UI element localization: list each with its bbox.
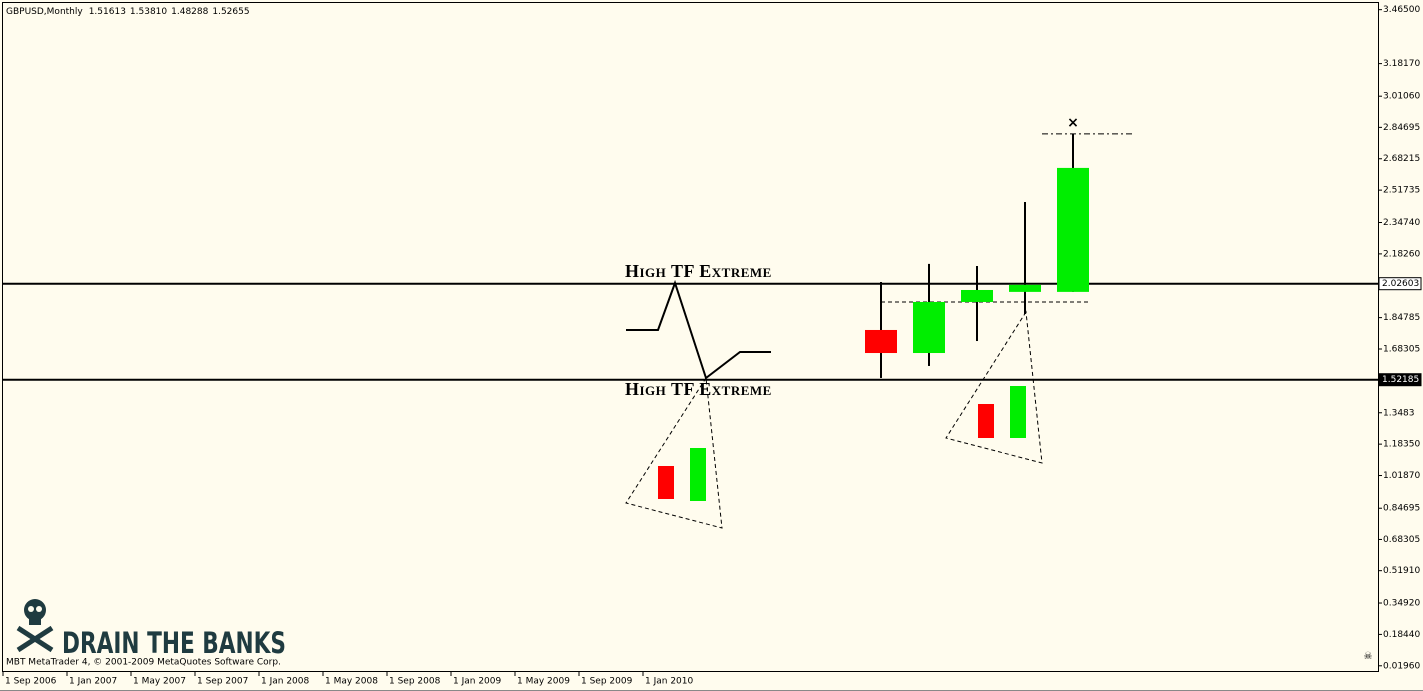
y-tick-label: 1.84785 xyxy=(1383,313,1420,323)
candle-body xyxy=(1009,284,1041,292)
symbol: GBPUSD,Monthly xyxy=(6,7,83,17)
level-label: 1.52185 xyxy=(1382,375,1419,385)
y-tick-label: 2.18260 xyxy=(1383,249,1420,259)
candle-body xyxy=(865,329,897,354)
y-tick-label: 0.84695 xyxy=(1383,504,1420,514)
level-label-box xyxy=(1378,373,1422,387)
y-tick-label: 0.51910 xyxy=(1383,566,1420,576)
icon: ☠ xyxy=(1364,651,1373,662)
zigzag xyxy=(626,279,771,380)
header: GBPUSD,Monthly 1.51613 1.53810 1.48288 1.526… xyxy=(6,7,250,17)
triangle xyxy=(625,376,723,529)
x-tick-label: 1 Sep 2007 xyxy=(197,677,248,687)
y-tick-label: 2.68215 xyxy=(1383,154,1420,164)
x-tick-label: 1 Sep 2008 xyxy=(389,677,441,687)
ohlc-high: 1.53810 xyxy=(130,7,167,17)
y-tick-label: 0.68305 xyxy=(1383,535,1420,545)
candle-body xyxy=(961,289,993,302)
x-tick-label: 1 May 2008 xyxy=(325,677,378,687)
y-tick-label: 0.34920 xyxy=(1383,599,1420,609)
annotation: High TF Extreme xyxy=(625,261,772,281)
x-tick-label: 1 Sep 2009 xyxy=(581,677,633,687)
y-tick-label: 1.01870 xyxy=(1383,471,1420,481)
y-tick-label: 2.34740 xyxy=(1383,218,1420,228)
annotation: High TF Extreme xyxy=(625,379,772,399)
y-tick-label: 3.46500 xyxy=(1383,5,1420,15)
y-tick-label: 3.18170 xyxy=(1383,59,1420,69)
y-tick-label: 0.18440 xyxy=(1383,630,1420,640)
y-tick-label: 2.84695 xyxy=(1383,123,1420,133)
icon-candle xyxy=(658,466,674,499)
y-tick-label: 1.3483 xyxy=(1383,408,1415,418)
y-tick-label: 3.01060 xyxy=(1383,92,1420,102)
x-tick-label: 1 May 2007 xyxy=(133,677,186,687)
candle-body xyxy=(1057,167,1089,292)
ohlc-open: 1.51613 xyxy=(89,7,126,17)
icon-candle xyxy=(978,404,994,438)
ohlc-low: 1.48288 xyxy=(171,7,208,17)
logo-skull xyxy=(16,599,54,653)
y-tick-label: 1.68305 xyxy=(1383,345,1420,355)
candle-body xyxy=(913,301,945,354)
x-marker: × xyxy=(1067,115,1079,131)
y-tick-label: 1.18350 xyxy=(1383,440,1420,450)
level-label: 2.02603 xyxy=(1382,279,1419,289)
plot-border xyxy=(2,2,1379,672)
x-tick-label: 1 Sep 2006 xyxy=(5,677,57,687)
x-tick-label: 1 Jan 2008 xyxy=(261,677,309,687)
y-tick-label: 0.01960 xyxy=(1383,661,1420,671)
icon-candle xyxy=(1010,386,1026,438)
triangle xyxy=(945,310,1043,464)
x-tick-label: 1 Jan 2007 xyxy=(69,677,117,687)
logo-text: DRAIN THE BANKS xyxy=(62,626,286,660)
x-tick-label: 1 May 2009 xyxy=(517,677,570,687)
level-label-box xyxy=(1378,277,1422,291)
ohlc-close: 1.52655 xyxy=(212,7,249,17)
x-tick-label: 1 Jan 2009 xyxy=(453,677,501,687)
y-tick-label: 2.51735 xyxy=(1383,186,1420,196)
x-tick-label: 1 Jan 2010 xyxy=(645,677,693,687)
icon-candle xyxy=(690,448,706,501)
copyright: MBT MetaTrader 4, © 2001-2009 MetaQuotes… xyxy=(6,658,281,668)
